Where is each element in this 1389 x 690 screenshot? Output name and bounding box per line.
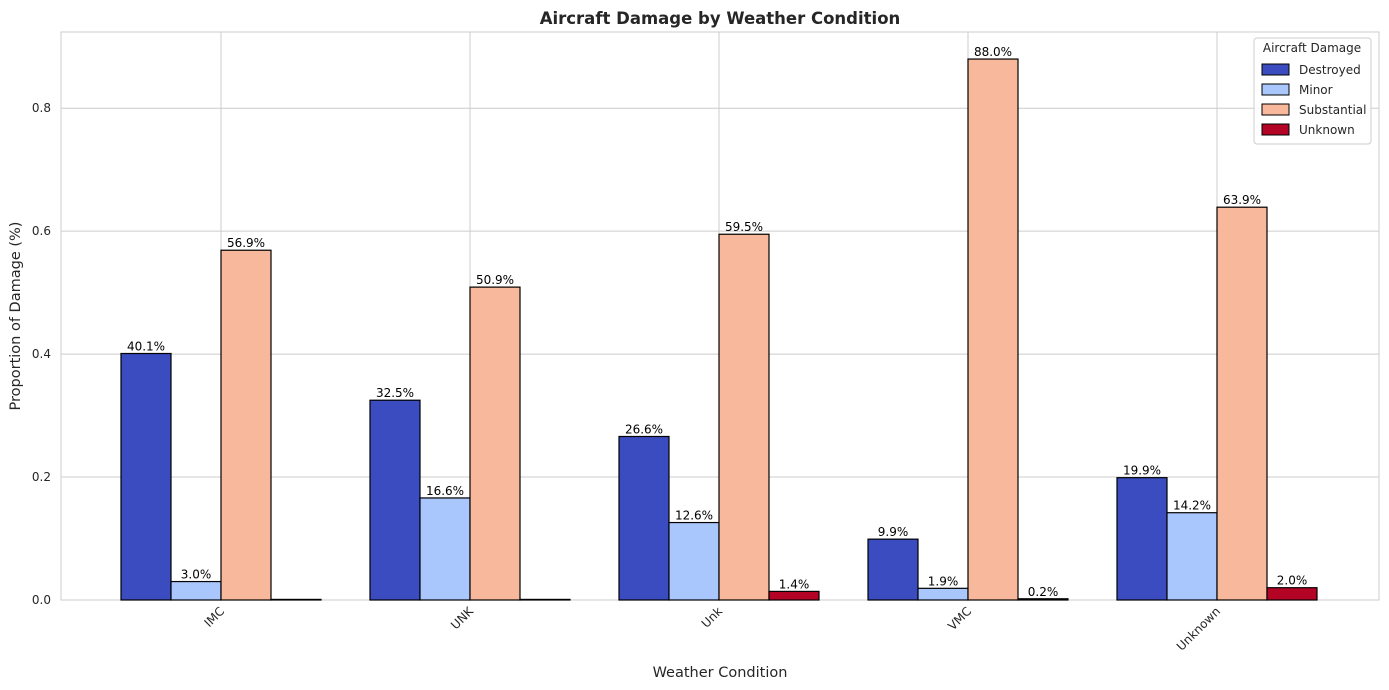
bar-minor-vmc [917, 587, 969, 601]
bar-destroyed-unknown [1116, 477, 1168, 601]
bar-substantial-unk [469, 286, 521, 601]
data-label: 1.9% [928, 574, 959, 588]
x-tick-label: VMC [945, 604, 974, 633]
y-tick-label: 0.0 [32, 593, 51, 607]
bar-destroyed-unk [618, 435, 670, 601]
data-label: 12.6% [675, 509, 713, 523]
data-label: 50.9% [476, 273, 514, 287]
legend-swatch-minor [1261, 83, 1290, 96]
data-label: 2.0% [1277, 574, 1308, 588]
bar-unknown-vmc [1017, 598, 1069, 601]
bar-minor-imc [170, 580, 222, 601]
x-tick-label: UNK [448, 603, 477, 632]
data-label: 9.9% [878, 525, 909, 539]
y-tick-label: 0.8 [32, 101, 51, 115]
y-tick-label: 0.2 [32, 470, 51, 484]
legend: Aircraft Damage Destroyed Minor Substantia… [1253, 37, 1372, 145]
legend-label-minor: Minor [1299, 83, 1333, 97]
legend-title: Aircraft Damage [1263, 41, 1361, 55]
data-label: 63.9% [1223, 193, 1261, 207]
bar-unknown-unknown [1266, 587, 1318, 601]
y-tick-label: 0.4 [32, 347, 51, 361]
data-label: 56.9% [227, 236, 265, 250]
data-label: 1.4% [779, 577, 810, 591]
data-label: 3.0% [181, 568, 212, 582]
bars [120, 58, 1318, 601]
x-axis-ticks: IMC UNK Unk VMC Unknown [201, 603, 1223, 653]
data-label: 19.9% [1123, 464, 1161, 478]
bar-unknown-imc [270, 598, 322, 601]
bar-substantial-unknown [1216, 206, 1268, 601]
data-label: 59.5% [725, 220, 763, 234]
data-labels: 40.1% 32.5% 26.6% 9.9% 19.9% 3.0% 16.6% 12.6% 1.… [127, 45, 1307, 599]
legend-label-unknown: Unknown [1299, 123, 1355, 137]
bar-unknown-unk [519, 598, 571, 601]
bar-unknown-unk [768, 590, 820, 601]
chart-title: Aircraft Damage by Weather Condition [540, 9, 901, 28]
legend-label-destroyed: Destroyed [1299, 63, 1361, 77]
bar-destroyed-unk [369, 399, 421, 601]
bar-destroyed-imc [120, 352, 172, 601]
y-axis-label: Proportion of Damage (%) [8, 222, 24, 411]
data-label: 14.2% [1173, 499, 1211, 513]
bar-substantial-unk [718, 233, 770, 601]
data-label: 26.6% [625, 422, 663, 436]
legend-swatch-destroyed [1261, 63, 1290, 76]
y-axis-ticks: 0.0 0.2 0.4 0.6 0.8 [32, 101, 51, 607]
x-axis-label: Weather Condition [653, 665, 788, 681]
bar-destroyed-vmc [867, 538, 919, 601]
bar-minor-unknown [1166, 512, 1218, 601]
bar-substantial-vmc [967, 58, 1019, 601]
data-label: 32.5% [376, 386, 414, 400]
x-tick-label: Unknown [1174, 604, 1223, 653]
x-tick-label: Unk [699, 604, 725, 630]
x-tick-label: IMC [201, 604, 227, 630]
bar-minor-unk [419, 497, 471, 601]
legend-swatch-unknown [1261, 123, 1290, 136]
legend-swatch-substantial [1261, 103, 1290, 116]
bar-minor-unk [668, 521, 720, 601]
y-tick-label: 0.6 [32, 224, 51, 238]
data-label: 40.1% [127, 339, 165, 353]
data-label: 16.6% [426, 484, 464, 498]
bar-substantial-imc [220, 249, 272, 601]
legend-label-substantial: Substantial [1299, 103, 1366, 117]
data-label: 88.0% [974, 45, 1012, 59]
data-label: 0.2% [1028, 585, 1059, 599]
